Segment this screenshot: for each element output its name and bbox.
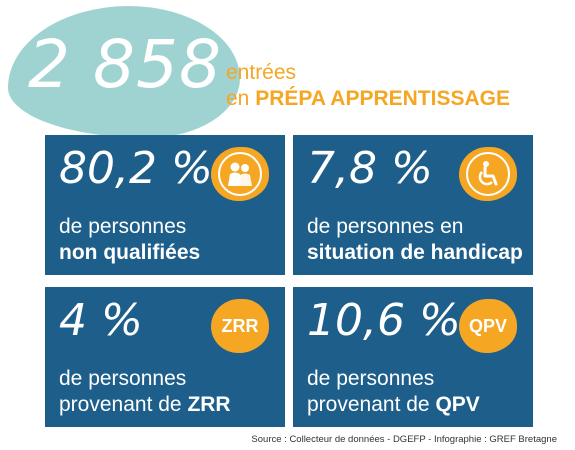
zrr-badge-label: ZRR [221,315,259,336]
stat-label-line2: situation de handicap [307,241,523,265]
stat-card-handicap: 7,8 % de personnes en situation de handi… [293,135,533,275]
people-icon [211,147,269,201]
stat-label-line1: de personnes [307,367,435,390]
stat-label-line1: de personnes [59,367,187,390]
stat-value: 80,2 % [59,143,213,194]
headline-line1: entrées [226,61,297,84]
stat-label-prefix: provenant de [307,393,436,416]
stat-label-line2: provenant de ZRR [59,393,231,417]
qpv-badge-label: QPV [468,315,507,336]
stat-label-line2: non qualifiées [59,241,200,265]
stat-label-line1: de personnes [59,215,187,238]
qpv-badge: QPV [459,299,517,353]
headline-line2: en PRÉPA APPRENTISSAGE [226,86,510,112]
stat-label-line2: provenant de QPV [307,393,480,417]
stat-value: 4 % [59,295,143,346]
stat-card-zrr: 4 % ZRR de personnes provenant de ZRR [45,287,285,427]
zrr-badge: ZRR [211,299,269,353]
stat-value: 7,8 % [307,143,433,194]
stat-label-bold: QPV [435,393,480,416]
headline-number: 2 858 [28,26,222,103]
headline-line2-prefix: en [226,87,250,110]
stat-card-qpv: 10,6 % QPV de personnes provenant de QPV [293,287,533,427]
stat-label-bold: non qualifiées [59,241,201,264]
headline-text: entrées en PRÉPA APPRENTISSAGE [226,60,510,112]
wheelchair-icon [459,147,517,201]
header-blob [8,6,240,138]
headline-line2-bold: PRÉPA APPRENTISSAGE [255,87,510,110]
source-note: Source : Collecteur de données - DGEFP -… [251,434,557,445]
stat-label-line1: de personnes en [307,215,464,238]
stat-label-bold: situation de handicap [307,241,523,264]
stat-value: 10,6 % [307,295,461,346]
stat-label-prefix: provenant de [59,393,188,416]
stat-label-bold: ZRR [187,393,231,416]
stat-card-unqualified: 80,2 % de personnes non qualifiées [45,135,285,275]
